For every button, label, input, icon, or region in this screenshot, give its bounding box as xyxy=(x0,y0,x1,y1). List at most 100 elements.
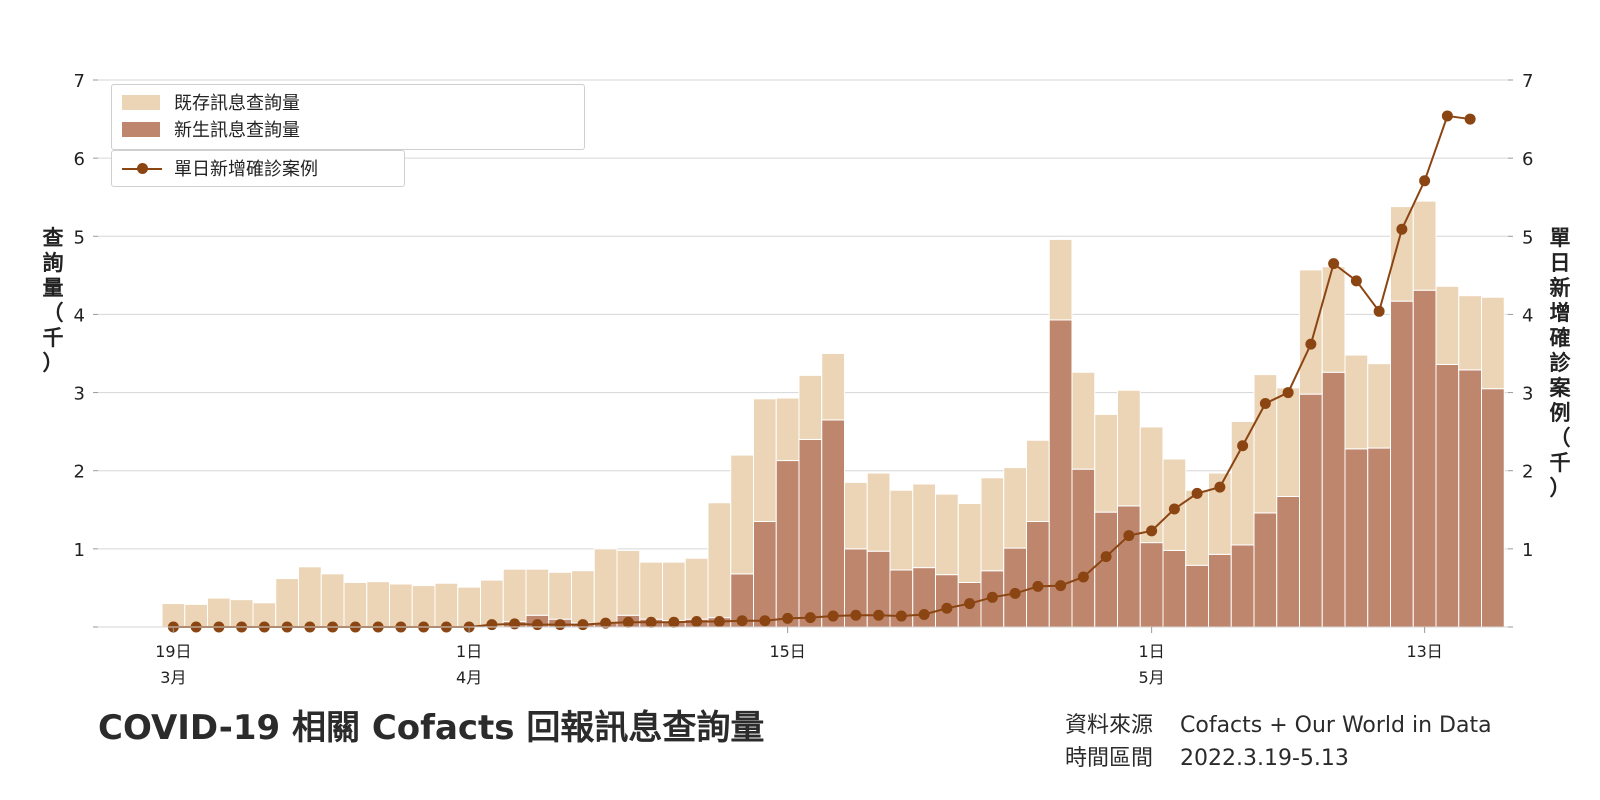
bar-existing xyxy=(275,578,299,628)
bar-existing xyxy=(957,503,982,583)
bar-existing xyxy=(1321,266,1346,373)
bar-new xyxy=(798,438,823,628)
bar-existing xyxy=(639,561,663,620)
cases-point xyxy=(577,619,589,631)
cases-point xyxy=(1350,275,1362,287)
x-tick-label-month: 3月 xyxy=(160,668,186,687)
cases-point xyxy=(486,619,498,631)
bar-existing xyxy=(662,561,686,622)
cases-point xyxy=(622,616,634,628)
cases-point xyxy=(691,616,703,628)
bar-existing xyxy=(1048,238,1073,321)
bar-existing xyxy=(571,570,595,624)
cases-point xyxy=(1441,110,1453,122)
x-tick-label-day: 1日 xyxy=(456,642,482,661)
bar-new xyxy=(1344,448,1369,628)
bar-existing xyxy=(1276,387,1300,498)
meta-source-key: 資料來源 xyxy=(1065,713,1154,738)
legend-bars: 既存訊息查詢量 新生訊息查詢量 xyxy=(111,84,585,150)
cases-point xyxy=(1396,223,1408,235)
bar-existing xyxy=(980,477,1005,572)
chart-title: COVID-19 相關 Cofacts 回報訊息查詢量 xyxy=(98,708,765,748)
bar-existing xyxy=(298,566,322,628)
cases-point xyxy=(1419,175,1431,187)
cases-point xyxy=(1305,338,1317,350)
bar-existing xyxy=(1481,296,1505,390)
legend-item-new: 新生訊息查詢量 xyxy=(122,117,300,141)
bar-new xyxy=(775,460,800,628)
bar-existing xyxy=(457,586,481,628)
y-tick-label-right: 6 xyxy=(1522,149,1533,170)
cases-point xyxy=(1191,487,1203,499)
bar-new xyxy=(1390,300,1414,628)
y-tick-label-left: 4 xyxy=(74,305,85,326)
y-axis-label-right: 單日新增確診案例（千） xyxy=(1549,226,1571,500)
bar-existing xyxy=(889,489,914,571)
bar-existing xyxy=(1026,439,1050,523)
bar-new xyxy=(1481,388,1505,628)
cases-point xyxy=(850,609,862,621)
bar-existing xyxy=(798,374,823,440)
cases-point xyxy=(531,619,543,631)
y-tick-label-right: 1 xyxy=(1522,540,1533,561)
bar-existing xyxy=(593,548,618,624)
bar-existing xyxy=(525,568,550,616)
bar-existing xyxy=(935,493,959,576)
bar-existing xyxy=(707,502,732,619)
legend-swatch-cases xyxy=(122,161,162,176)
bar-existing xyxy=(616,549,641,616)
cases-point xyxy=(1282,387,1294,399)
bar-new xyxy=(1117,505,1141,628)
y-tick-label-right: 4 xyxy=(1522,305,1533,326)
bar-existing xyxy=(1299,269,1323,395)
bar-existing xyxy=(844,481,868,550)
bar-existing xyxy=(1390,206,1414,302)
x-tick-label-month: 5月 xyxy=(1139,668,1165,687)
bar-new xyxy=(1321,371,1346,628)
bar-new xyxy=(1276,496,1300,628)
cases-point xyxy=(736,615,748,627)
bar-existing xyxy=(411,585,436,628)
y-tick-label-left: 5 xyxy=(74,227,85,248)
cases-point xyxy=(1214,481,1226,493)
bar-new xyxy=(1367,447,1391,628)
cases-point xyxy=(1259,398,1271,410)
cases-point xyxy=(645,616,657,628)
cases-point xyxy=(1009,587,1021,599)
meta-source: 資料來源 Cofacts + Our World in Data xyxy=(1065,707,1492,739)
bar-new xyxy=(1162,549,1187,628)
bar-new xyxy=(1458,369,1482,628)
bar-existing xyxy=(320,573,345,628)
cases-point xyxy=(1237,440,1249,452)
bar-new xyxy=(1026,521,1050,628)
cases-point xyxy=(1032,580,1044,592)
bar-new xyxy=(1071,468,1096,628)
bar-existing xyxy=(434,582,459,628)
bar-existing xyxy=(753,398,777,523)
y-tick-label-left: 6 xyxy=(74,149,85,170)
bar-existing xyxy=(730,454,754,575)
cases-point xyxy=(782,612,794,624)
bar-existing xyxy=(1344,354,1369,450)
bar-existing xyxy=(1458,295,1482,371)
bar-new xyxy=(1435,363,1460,628)
bars xyxy=(161,200,1505,628)
bar-new xyxy=(1412,289,1437,628)
bar-new xyxy=(1094,511,1118,628)
bar-existing xyxy=(502,568,527,623)
meta-source-value: Cofacts + Our World in Data xyxy=(1180,713,1492,738)
y-tick-label-right: 5 xyxy=(1522,227,1533,248)
cases-point xyxy=(873,609,885,621)
axes: 1 1 2 2 3 3 4 4 5 5 6 6 7 7 19日 3月 1日 4月 15日 1日 5月 13日 xyxy=(74,71,1534,687)
legend-swatch-existing xyxy=(122,94,160,110)
bar-existing xyxy=(1117,389,1141,507)
y-tick-label-left: 3 xyxy=(74,384,85,405)
cases-point xyxy=(964,598,976,610)
bar-new xyxy=(1208,553,1232,628)
legend-swatch-new xyxy=(122,121,160,137)
y-axis-label-left: 查詢量（千） xyxy=(42,226,64,375)
meta-period: 時間區間 2022.3.19-5.13 xyxy=(1065,740,1349,772)
bar-new xyxy=(1230,544,1255,628)
legend-item-existing: 既存訊息查詢量 xyxy=(122,90,300,114)
legend-label-cases: 單日新增確診案例 xyxy=(174,159,318,180)
